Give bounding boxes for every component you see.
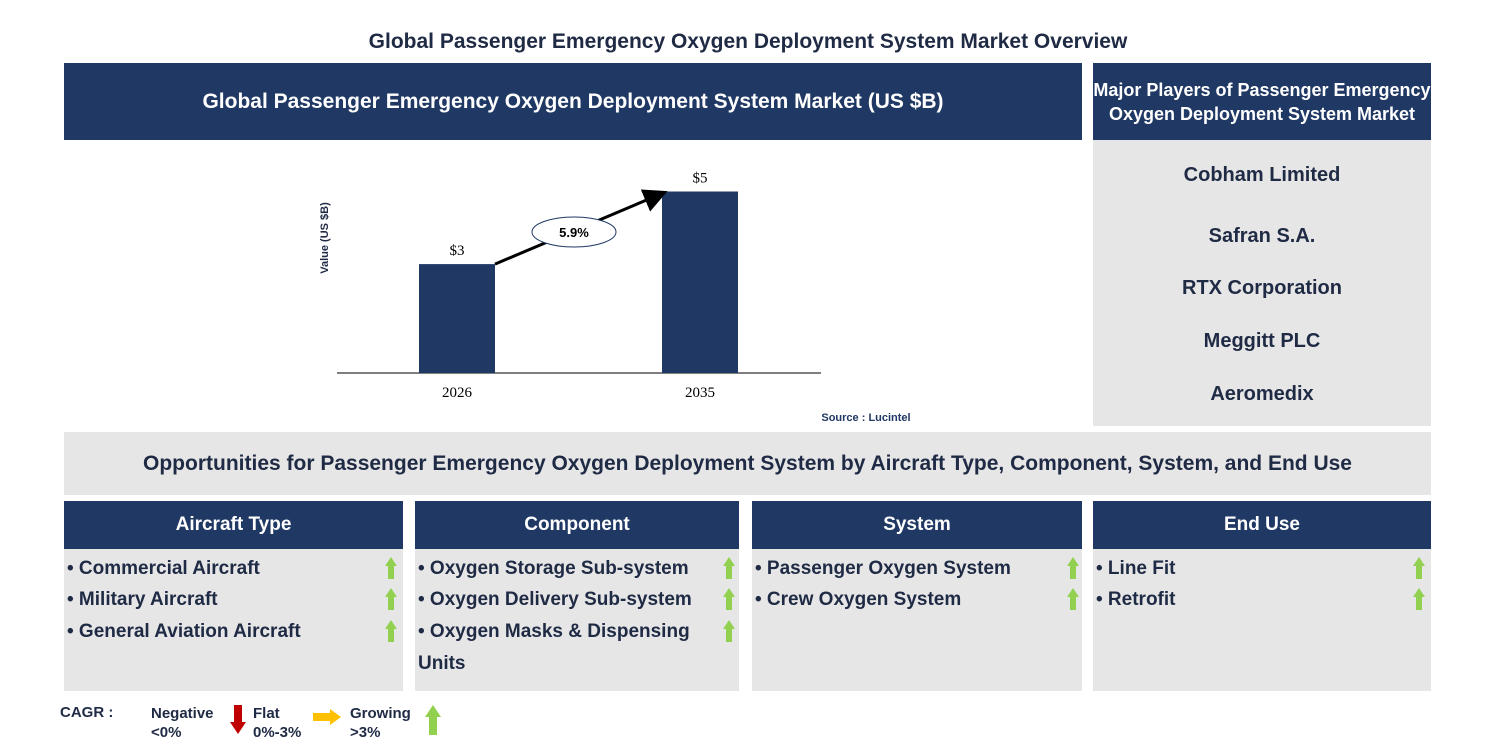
up-arrow-icon [425,705,441,735]
source-label: Source : Lucintel [821,412,910,424]
segment-header: System [752,501,1082,549]
segment-item: • Oxygen Masks & Dispensing Units [418,621,690,674]
growth-up-arrow-icon [1067,588,1079,610]
down-arrow-icon [230,705,246,734]
legend-growing-range: >3% [350,724,381,741]
segment-item: • Passenger Oxygen System [755,558,1011,579]
legend-flat: Flat 0%-3% [253,704,301,742]
growth-up-arrow-icon [385,620,397,642]
player-item: Meggitt PLC [1203,330,1321,352]
bar-chart: $3 2026 $5 2035 Value (US $B) 5.9% Source : Lu… [319,171,911,425]
cagr-value: 5.9% [559,225,589,240]
player-item: Aeromedix [1210,383,1314,405]
legend-growing-label: Growing [350,705,411,722]
segment-item: • Retrofit [1096,589,1176,610]
segment-panel [1093,549,1431,691]
opportunities-title: Opportunities for Passenger Emergency Ox… [64,432,1431,495]
segment-item: • Crew Oxygen System [755,589,962,610]
growth-up-arrow-icon [723,588,735,610]
segment-header: Aircraft Type [64,501,403,549]
growth-up-arrow-icon [1413,588,1425,610]
growth-up-arrow-icon [723,620,735,642]
segment-item: • Oxygen Delivery Sub-system [418,589,692,610]
data-label: $5 [693,171,708,187]
players-panel [1093,140,1431,426]
legend-flat-range: 0%-3% [253,724,302,741]
player-item: Cobham Limited [1183,164,1341,186]
data-label: $3 [450,243,465,259]
segment-header: End Use [1093,501,1431,549]
bar-2026 [419,264,495,373]
bar-2035 [662,191,738,373]
growth-up-arrow-icon [723,557,735,579]
growth-up-arrow-icon [385,557,397,579]
right-arrow-icon [313,709,341,725]
segment-header: Component [415,501,739,549]
x-tick-label: 2026 [442,385,473,401]
legend-negative: Negative <0% [151,704,214,742]
player-item: Safran S.A. [1208,225,1316,247]
legend-negative-range: <0% [151,724,182,741]
segment-item: • Commercial Aircraft [67,558,260,579]
cagr-bubble [531,216,617,248]
legend-negative-label: Negative [151,705,214,722]
segment-item: • General Aviation Aircraft [67,621,301,642]
growth-up-arrow-icon [1067,557,1079,579]
segment-item: • Military Aircraft [67,589,218,610]
cagr-label: CAGR : [60,704,114,721]
x-tick-label: 2035 [685,385,715,401]
players-header: Major Players of Passenger Emergency Oxy… [1093,63,1431,140]
y-axis-label: Value (US $B) [319,202,331,274]
growth-up-arrow-icon [1413,557,1425,579]
segment-panel [415,549,739,691]
growth-up-arrow-icon [385,588,397,610]
legend-growing: Growing >3% [350,704,411,742]
legend-flat-label: Flat [253,705,280,722]
chart-header: Global Passenger Emergency Oxygen Deploy… [64,63,1082,140]
segment-panel [64,549,403,691]
segment-item: • Oxygen Storage Sub-system [418,558,689,579]
player-item: RTX Corporation [1182,277,1342,299]
page-title: Global Passenger Emergency Oxygen Deploy… [368,30,1128,53]
segment-item: • Line Fit [1096,558,1176,579]
segment-panel [752,549,1082,691]
